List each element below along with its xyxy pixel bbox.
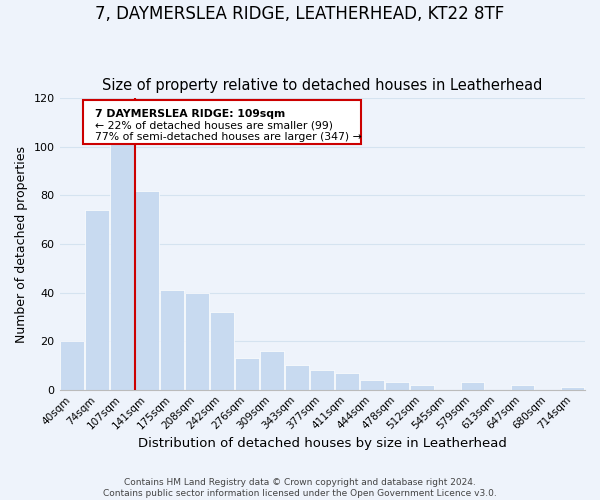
Text: 7, DAYMERSLEA RIDGE, LEATHERHEAD, KT22 8TF: 7, DAYMERSLEA RIDGE, LEATHERHEAD, KT22 8…: [95, 5, 505, 23]
Text: 7 DAYMERSLEA RIDGE: 109sqm: 7 DAYMERSLEA RIDGE: 109sqm: [95, 109, 285, 119]
Bar: [135, 190, 159, 390]
Bar: [385, 382, 409, 390]
Bar: [410, 385, 434, 390]
Bar: [185, 292, 209, 390]
Bar: [511, 385, 535, 390]
Text: Contains HM Land Registry data © Crown copyright and database right 2024.
Contai: Contains HM Land Registry data © Crown c…: [103, 478, 497, 498]
Bar: [335, 372, 359, 390]
Bar: [160, 290, 184, 390]
Bar: [361, 380, 384, 390]
Bar: [461, 382, 484, 390]
Text: ← 22% of detached houses are smaller (99)
77% of semi-detached houses are larger: ← 22% of detached houses are smaller (99…: [95, 109, 361, 142]
Bar: [60, 341, 84, 390]
Title: Size of property relative to detached houses in Leatherhead: Size of property relative to detached ho…: [102, 78, 542, 93]
Bar: [210, 312, 234, 390]
Bar: [110, 144, 134, 390]
Bar: [560, 388, 584, 390]
Y-axis label: Number of detached properties: Number of detached properties: [15, 146, 28, 342]
Bar: [286, 366, 309, 390]
Bar: [260, 351, 284, 390]
Bar: [85, 210, 109, 390]
X-axis label: Distribution of detached houses by size in Leatherhead: Distribution of detached houses by size …: [138, 437, 507, 450]
Text: 7 DAYMERSLEA RIDGE: 109sqm
← 22% of detached houses are smaller (99)
77% of semi: 7 DAYMERSLEA RIDGE: 109sqm ← 22% of deta…: [88, 106, 355, 139]
Bar: [235, 358, 259, 390]
Bar: [310, 370, 334, 390]
